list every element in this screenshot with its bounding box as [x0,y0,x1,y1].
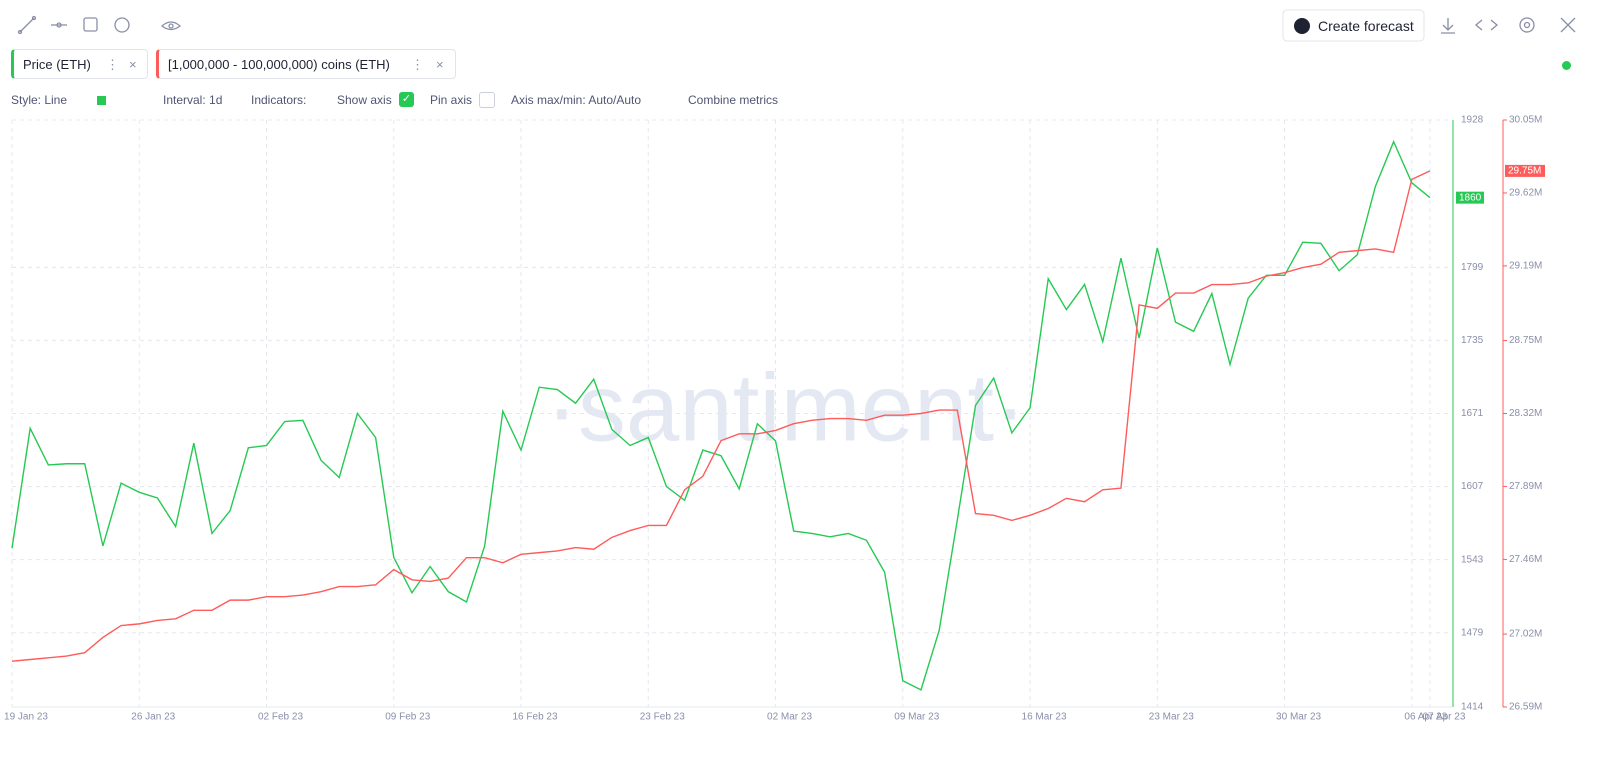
metric-name: [1,000,000 - 100,000,000) coins (ETH) [168,57,390,72]
x-tick-label: 30 Mar 23 [1276,712,1321,723]
create-forecast[interactable]: Create forecast [1318,18,1414,34]
x-tick-label: 26 Jan 23 [131,712,175,723]
y-tick-label: 1735 [1461,335,1484,346]
y-tick-label: 1414 [1461,702,1484,713]
color-select[interactable] [97,96,106,105]
y2-tick-label: 29.62M [1509,188,1542,199]
y-tick-label: 1479 [1461,627,1484,638]
last-value-tag [1505,164,1545,177]
y-tick-label: 1607 [1461,481,1484,492]
y2-tick-label: 29.19M [1509,261,1542,272]
metric-chip[interactable]: Price (ETH) ⋮ × [11,49,148,79]
chart: ·santiment· 1414 1479 1543 1607 1671 1735 1799… [4,115,1545,723]
last-value-tag [1456,191,1484,204]
y-tick-label: 1799 [1461,262,1484,273]
combine-metrics[interactable]: Combine metrics [688,93,779,107]
y2-tick-label: 30.05M [1509,115,1542,126]
interval-select[interactable]: Interval: 1d [163,93,223,107]
show-axis[interactable]: Show axis [337,93,392,107]
indicators-select[interactable]: Indicators: [251,93,307,107]
x-tick-label: 23 Mar 23 [1149,712,1194,723]
x-tick-label: 16 Mar 23 [1022,712,1067,723]
pin-axis[interactable]: Pin axis [430,93,473,107]
metric-name: Price (ETH) [23,57,91,72]
x-tick-label: 06 Apr 23 [1404,712,1447,723]
last-value-label: 1860 [1459,192,1482,203]
y-tick-label: 1671 [1461,408,1484,419]
y-tick-label: 1928 [1461,115,1484,126]
checkbox[interactable] [479,92,495,108]
style-select[interactable]: Style: Line [11,93,68,107]
x-tick-label: 19 Jan 23 [4,712,48,723]
y2-tick-label: 27.89M [1509,481,1542,492]
series-line [11,170,1431,662]
y2-tick-label: 28.75M [1509,335,1542,346]
y-tick-label: 1543 [1461,554,1484,565]
series-line [11,139,1431,691]
y2-tick-label: 28.32M [1509,408,1542,419]
last-value-label: 29.75M [1508,166,1541,177]
metric-chip[interactable]: [1,000,000 - 100,000,000) coins (ETH) ⋮ × [156,49,456,79]
top-icons [17,9,1576,42]
x-tick-label: 23 Feb 23 [640,712,685,723]
x-tick-label: 09 Mar 23 [894,712,939,723]
y2-tick-label: 27.02M [1509,629,1542,640]
forecast-button[interactable] [1282,9,1425,42]
x-tick-label: 02 Mar 23 [767,712,812,723]
x-tick-label: 02 Feb 23 [258,712,303,723]
x-tick-label: 07 Apr 23 [1423,712,1466,723]
watermark: ·santiment· [546,354,1026,461]
status-dot [1562,61,1571,70]
checkbox-checked[interactable]: ✓ [399,92,414,107]
x-tick-label: 09 Feb 23 [385,712,430,723]
y2-tick-label: 27.46M [1509,554,1542,565]
y2-tick-label: 26.59M [1509,702,1542,713]
x-tick-label: 16 Feb 23 [513,712,558,723]
axis-minmax[interactable]: Axis max/min: Auto/Auto [511,93,642,107]
